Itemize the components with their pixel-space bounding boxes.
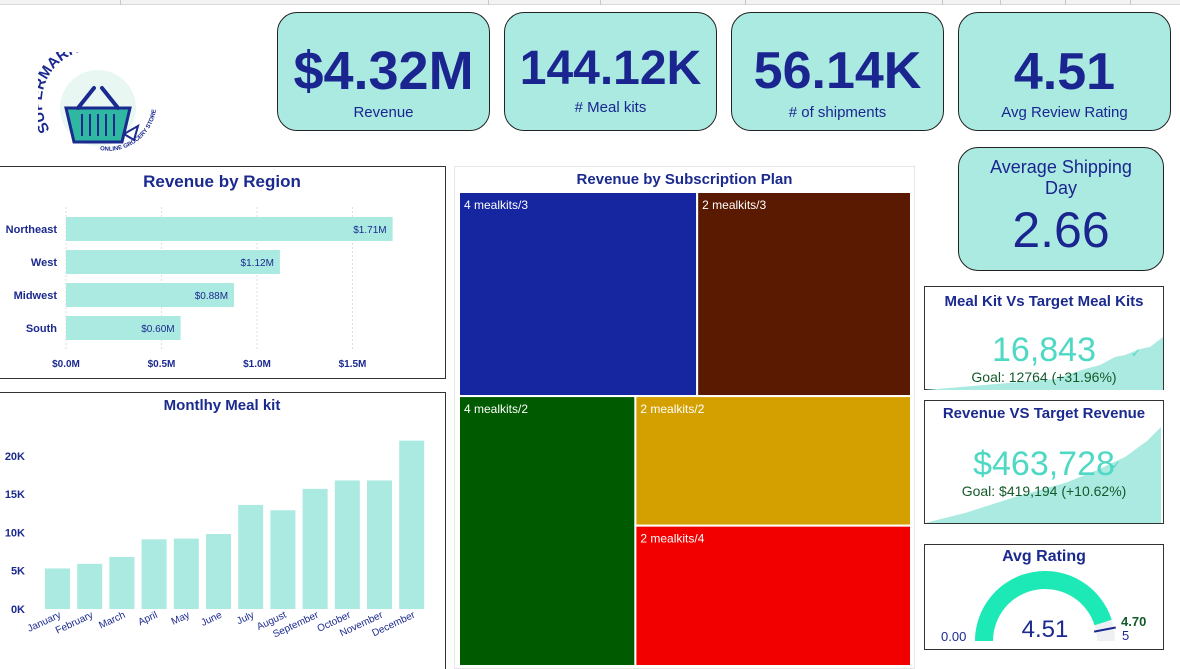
kpi-avg-review-card: 4.51 Avg Review Rating bbox=[958, 12, 1171, 131]
treemap-tile[interactable] bbox=[696, 191, 912, 398]
avg-rating-title: Avg Rating bbox=[1002, 548, 1086, 565]
revenue-target-value: $463,728 bbox=[973, 445, 1115, 483]
region-bar[interactable] bbox=[66, 217, 393, 241]
subscription-plan-treemap: 4 mealkits/3 2 mealkits/3 4 mealkits/2 2 me… bbox=[458, 191, 912, 668]
revenue-trend-area: ✓ bbox=[925, 427, 1161, 523]
monthly-x-tick-label: March bbox=[97, 610, 127, 632]
monthly-x-tick-label: June bbox=[199, 610, 224, 629]
check-icon: ✓ bbox=[1111, 458, 1121, 472]
monthly-x-tick-label: May bbox=[170, 610, 192, 628]
meal-kit-trend-area: ✓ bbox=[925, 337, 1163, 390]
kpi-meal-kits-value: 144.12K bbox=[519, 42, 702, 95]
check-icon: ✓ bbox=[1131, 346, 1141, 360]
treemap-tile[interactable] bbox=[458, 395, 637, 667]
monthly-x-tick-label: April bbox=[137, 610, 160, 628]
treemap-tile[interactable] bbox=[458, 191, 699, 398]
meal-kit-target-title: Meal Kit Vs Target Meal Kits bbox=[944, 293, 1144, 310]
kpi-avg-review-label: Avg Review Rating bbox=[1001, 104, 1128, 121]
monthly-bar[interactable] bbox=[399, 440, 425, 609]
revenue-target-goal: Goal: $419,194 (+10.62%) bbox=[961, 483, 1127, 499]
subscription-plan-title: Revenue by Subscription Plan bbox=[576, 171, 793, 188]
region-data-label: $1.71M bbox=[353, 225, 386, 236]
revenue-by-region-panel: Revenue by Region $0.0M $0.5M $1.0M $1.5M No… bbox=[0, 166, 446, 379]
meal-kit-target-value: 16,843 bbox=[992, 331, 1096, 369]
revenue-by-region-title: Revenue by Region bbox=[143, 172, 301, 191]
kpi-revenue-value: $4.32M bbox=[293, 41, 474, 101]
gauge-target-label: 4.70 bbox=[1121, 614, 1146, 629]
gauge-min-label: 0.00 bbox=[941, 629, 966, 644]
kpi-meal-kits-card: 144.12K # Meal kits bbox=[504, 12, 717, 131]
gauge-value-label: 4.51 bbox=[1022, 616, 1069, 643]
region-x-tick-label: $1.0M bbox=[243, 359, 271, 370]
avg-rating-gauge: 4.51 0.00 54.70 bbox=[941, 570, 1146, 644]
region-category-label: Midwest bbox=[14, 290, 58, 302]
gauge-target-marker bbox=[1093, 626, 1116, 633]
supermarket-logo: SUPERMARKET ONLINE GROCERY STORE bbox=[29, 37, 163, 160]
region-category-label: Northeast bbox=[6, 224, 58, 236]
kpi-avg-shipping-value: 2.66 bbox=[1012, 202, 1110, 258]
meal-kit-target-card: Meal Kit Vs Target Meal Kits ✓ 16,843 Go… bbox=[924, 286, 1164, 390]
kpi-meal-kits-label: # Meal kits bbox=[574, 99, 647, 116]
treemap-tile-label: 2 mealkits/4 bbox=[640, 532, 704, 546]
kpi-avg-shipping-label: Average Shipping Day bbox=[990, 157, 1132, 198]
monthly-y-tick-label: 20K bbox=[5, 451, 25, 463]
region-bar[interactable] bbox=[66, 250, 280, 274]
gauge-max-label: 5 bbox=[1122, 628, 1129, 643]
monthly-bar[interactable] bbox=[238, 504, 264, 609]
treemap-tile-label: 4 mealkits/3 bbox=[464, 198, 528, 212]
kpi-shipments-value: 56.14K bbox=[753, 42, 922, 100]
monthly-bar[interactable] bbox=[367, 480, 392, 609]
monthly-x-tick-label: July bbox=[235, 610, 256, 627]
monthly-bar[interactable] bbox=[141, 539, 167, 609]
kpi-revenue-card: $4.32M Revenue bbox=[277, 12, 490, 131]
gauge-fill bbox=[975, 570, 1112, 641]
treemap-tile-label: 2 mealkits/3 bbox=[702, 198, 766, 212]
monthly-meal-kit-title: Montlhy Meal kit bbox=[163, 397, 281, 414]
region-x-tick-label: $0.5M bbox=[148, 359, 176, 370]
monthly-bar[interactable] bbox=[270, 510, 296, 609]
region-x-tick-label: $1.5M bbox=[339, 359, 367, 370]
monthly-y-tick-label: 0K bbox=[11, 604, 25, 616]
avg-rating-card: Avg Rating 4.51 0.00 5 4.70 bbox=[924, 544, 1164, 650]
treemap-tile-label: 2 mealkits/2 bbox=[640, 402, 704, 416]
treemap-tile[interactable] bbox=[634, 395, 912, 527]
revenue-target-title: Revenue VS Target Revenue bbox=[942, 405, 1146, 422]
monthly-bar[interactable] bbox=[302, 488, 328, 609]
monthly-bar[interactable] bbox=[206, 534, 231, 609]
region-category-label: West bbox=[31, 257, 57, 269]
monthly-y-tick-label: 5K bbox=[11, 566, 25, 578]
monthly-meal-kit-panel: Montlhy Meal kit 0K 5K 10K 15K 20K January Feb… bbox=[0, 392, 446, 669]
monthly-bar[interactable] bbox=[334, 480, 360, 609]
kpi-avg-review-value: 4.51 bbox=[1013, 43, 1116, 101]
toolbar-strip bbox=[0, 0, 1180, 5]
region-category-label: South bbox=[26, 323, 57, 335]
monthly-y-tick-label: 10K bbox=[5, 527, 25, 539]
kpi-avg-shipping-card: Average Shipping Day 2.66 bbox=[958, 147, 1164, 271]
kpi-shipments-card: 56.14K # of shipments bbox=[731, 12, 944, 131]
monthly-bar[interactable] bbox=[77, 563, 103, 609]
monthly-bar[interactable] bbox=[45, 568, 70, 609]
monthly-bar[interactable] bbox=[173, 538, 199, 609]
subscription-plan-panel: Revenue by Subscription Plan 4 mealkits/… bbox=[454, 166, 915, 669]
revenue-by-region-chart: $0.0M $0.5M $1.0M $1.5M Northeast $1.71M West $… bbox=[6, 207, 393, 370]
revenue-target-card: Revenue VS Target Revenue ✓ $463,728 Goa… bbox=[924, 400, 1164, 524]
treemap-tile-label: 4 mealkits/2 bbox=[464, 402, 528, 416]
monthly-y-tick-label: 15K bbox=[5, 489, 25, 501]
region-x-tick-label: $0.0M bbox=[52, 359, 80, 370]
treemap-tile[interactable] bbox=[634, 524, 912, 668]
meal-kit-target-goal: Goal: 12764 (+31.96%) bbox=[971, 369, 1117, 385]
monthly-bar[interactable] bbox=[109, 556, 135, 609]
region-bar[interactable] bbox=[66, 316, 181, 340]
monthly-x-tick-label: February bbox=[54, 610, 95, 637]
region-bar[interactable] bbox=[66, 283, 235, 307]
region-data-label: $0.60M bbox=[141, 324, 174, 335]
kpi-revenue-label: Revenue bbox=[353, 104, 414, 121]
region-data-label: $0.88M bbox=[195, 291, 228, 302]
kpi-shipments-label: # of shipments bbox=[788, 104, 887, 121]
region-data-label: $1.12M bbox=[241, 258, 274, 269]
